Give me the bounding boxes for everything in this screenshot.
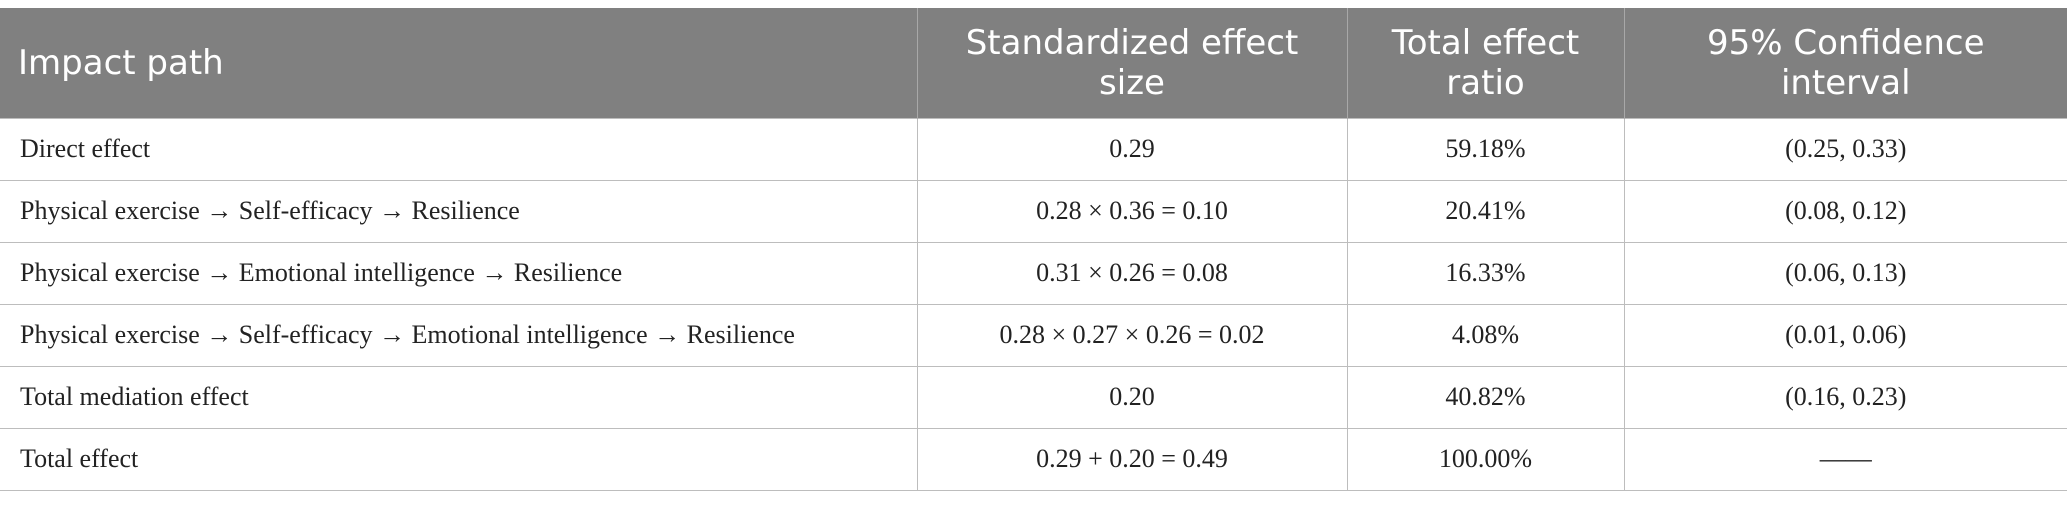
header-confidence-interval: 95% Confidence interval: [1624, 8, 2067, 118]
table-header: Impact path Standardized effect size Tot…: [0, 8, 2067, 118]
cell-impact-path: Direct effect: [0, 117, 918, 181]
cell-effect-ratio: 40.82%: [1347, 366, 1625, 429]
cell-effect-size: 0.28 × 0.27 × 0.26 = 0.02: [917, 304, 1348, 367]
cell-impact-path: Physical exercise → Self-efficacy → Resi…: [0, 180, 918, 243]
cell-effect-ratio: 100.00%: [1347, 428, 1625, 491]
cell-confidence-interval: (0.25, 0.33): [1624, 117, 2067, 181]
cell-effect-ratio: 16.33%: [1347, 242, 1625, 305]
table-body: Direct effect 0.29 59.18% (0.25, 0.33) P…: [0, 117, 2067, 491]
cell-effect-ratio: 59.18%: [1347, 117, 1625, 181]
table-row: Physical exercise → Emotional intelligen…: [0, 242, 2067, 305]
cell-effect-size: 0.20: [917, 366, 1348, 429]
cell-effect-size: 0.29: [917, 117, 1348, 181]
cell-effect-ratio: 4.08%: [1347, 304, 1625, 367]
cell-impact-path: Total effect: [0, 428, 918, 491]
cell-confidence-interval: (0.06, 0.13): [1624, 242, 2067, 305]
header-total-effect-ratio: Total effect ratio: [1347, 8, 1625, 118]
table-row: Physical exercise → Self-efficacy → Resi…: [0, 180, 2067, 243]
cell-confidence-interval: (0.01, 0.06): [1624, 304, 2067, 367]
table-row: Physical exercise → Self-efficacy → Emot…: [0, 304, 2067, 367]
cell-impact-path: Physical exercise → Emotional intelligen…: [0, 242, 918, 305]
cell-confidence-interval: (0.08, 0.12): [1624, 180, 2067, 243]
cell-confidence-interval: (0.16, 0.23): [1624, 366, 2067, 429]
mediation-effects-table: Impact path Standardized effect size Tot…: [0, 8, 2067, 491]
header-row: Impact path Standardized effect size Tot…: [0, 8, 2067, 118]
cell-effect-size: 0.28 × 0.36 = 0.10: [917, 180, 1348, 243]
table-row: Direct effect 0.29 59.18% (0.25, 0.33): [0, 117, 2067, 181]
table-row: Total mediation effect 0.20 40.82% (0.16…: [0, 366, 2067, 429]
cell-effect-size: 0.29 + 0.20 = 0.49: [917, 428, 1348, 491]
cell-confidence-interval: ——: [1624, 428, 2067, 491]
results-table-container: Impact path Standardized effect size Tot…: [0, 8, 2067, 491]
header-impact-path: Impact path: [0, 8, 918, 118]
header-standardized-effect-size: Standardized effect size: [917, 8, 1348, 118]
table-row: Total effect 0.29 + 0.20 = 0.49 100.00% …: [0, 428, 2067, 491]
cell-effect-ratio: 20.41%: [1347, 180, 1625, 243]
cell-effect-size: 0.31 × 0.26 = 0.08: [917, 242, 1348, 305]
cell-impact-path: Total mediation effect: [0, 366, 918, 429]
cell-impact-path: Physical exercise → Self-efficacy → Emot…: [0, 304, 918, 367]
